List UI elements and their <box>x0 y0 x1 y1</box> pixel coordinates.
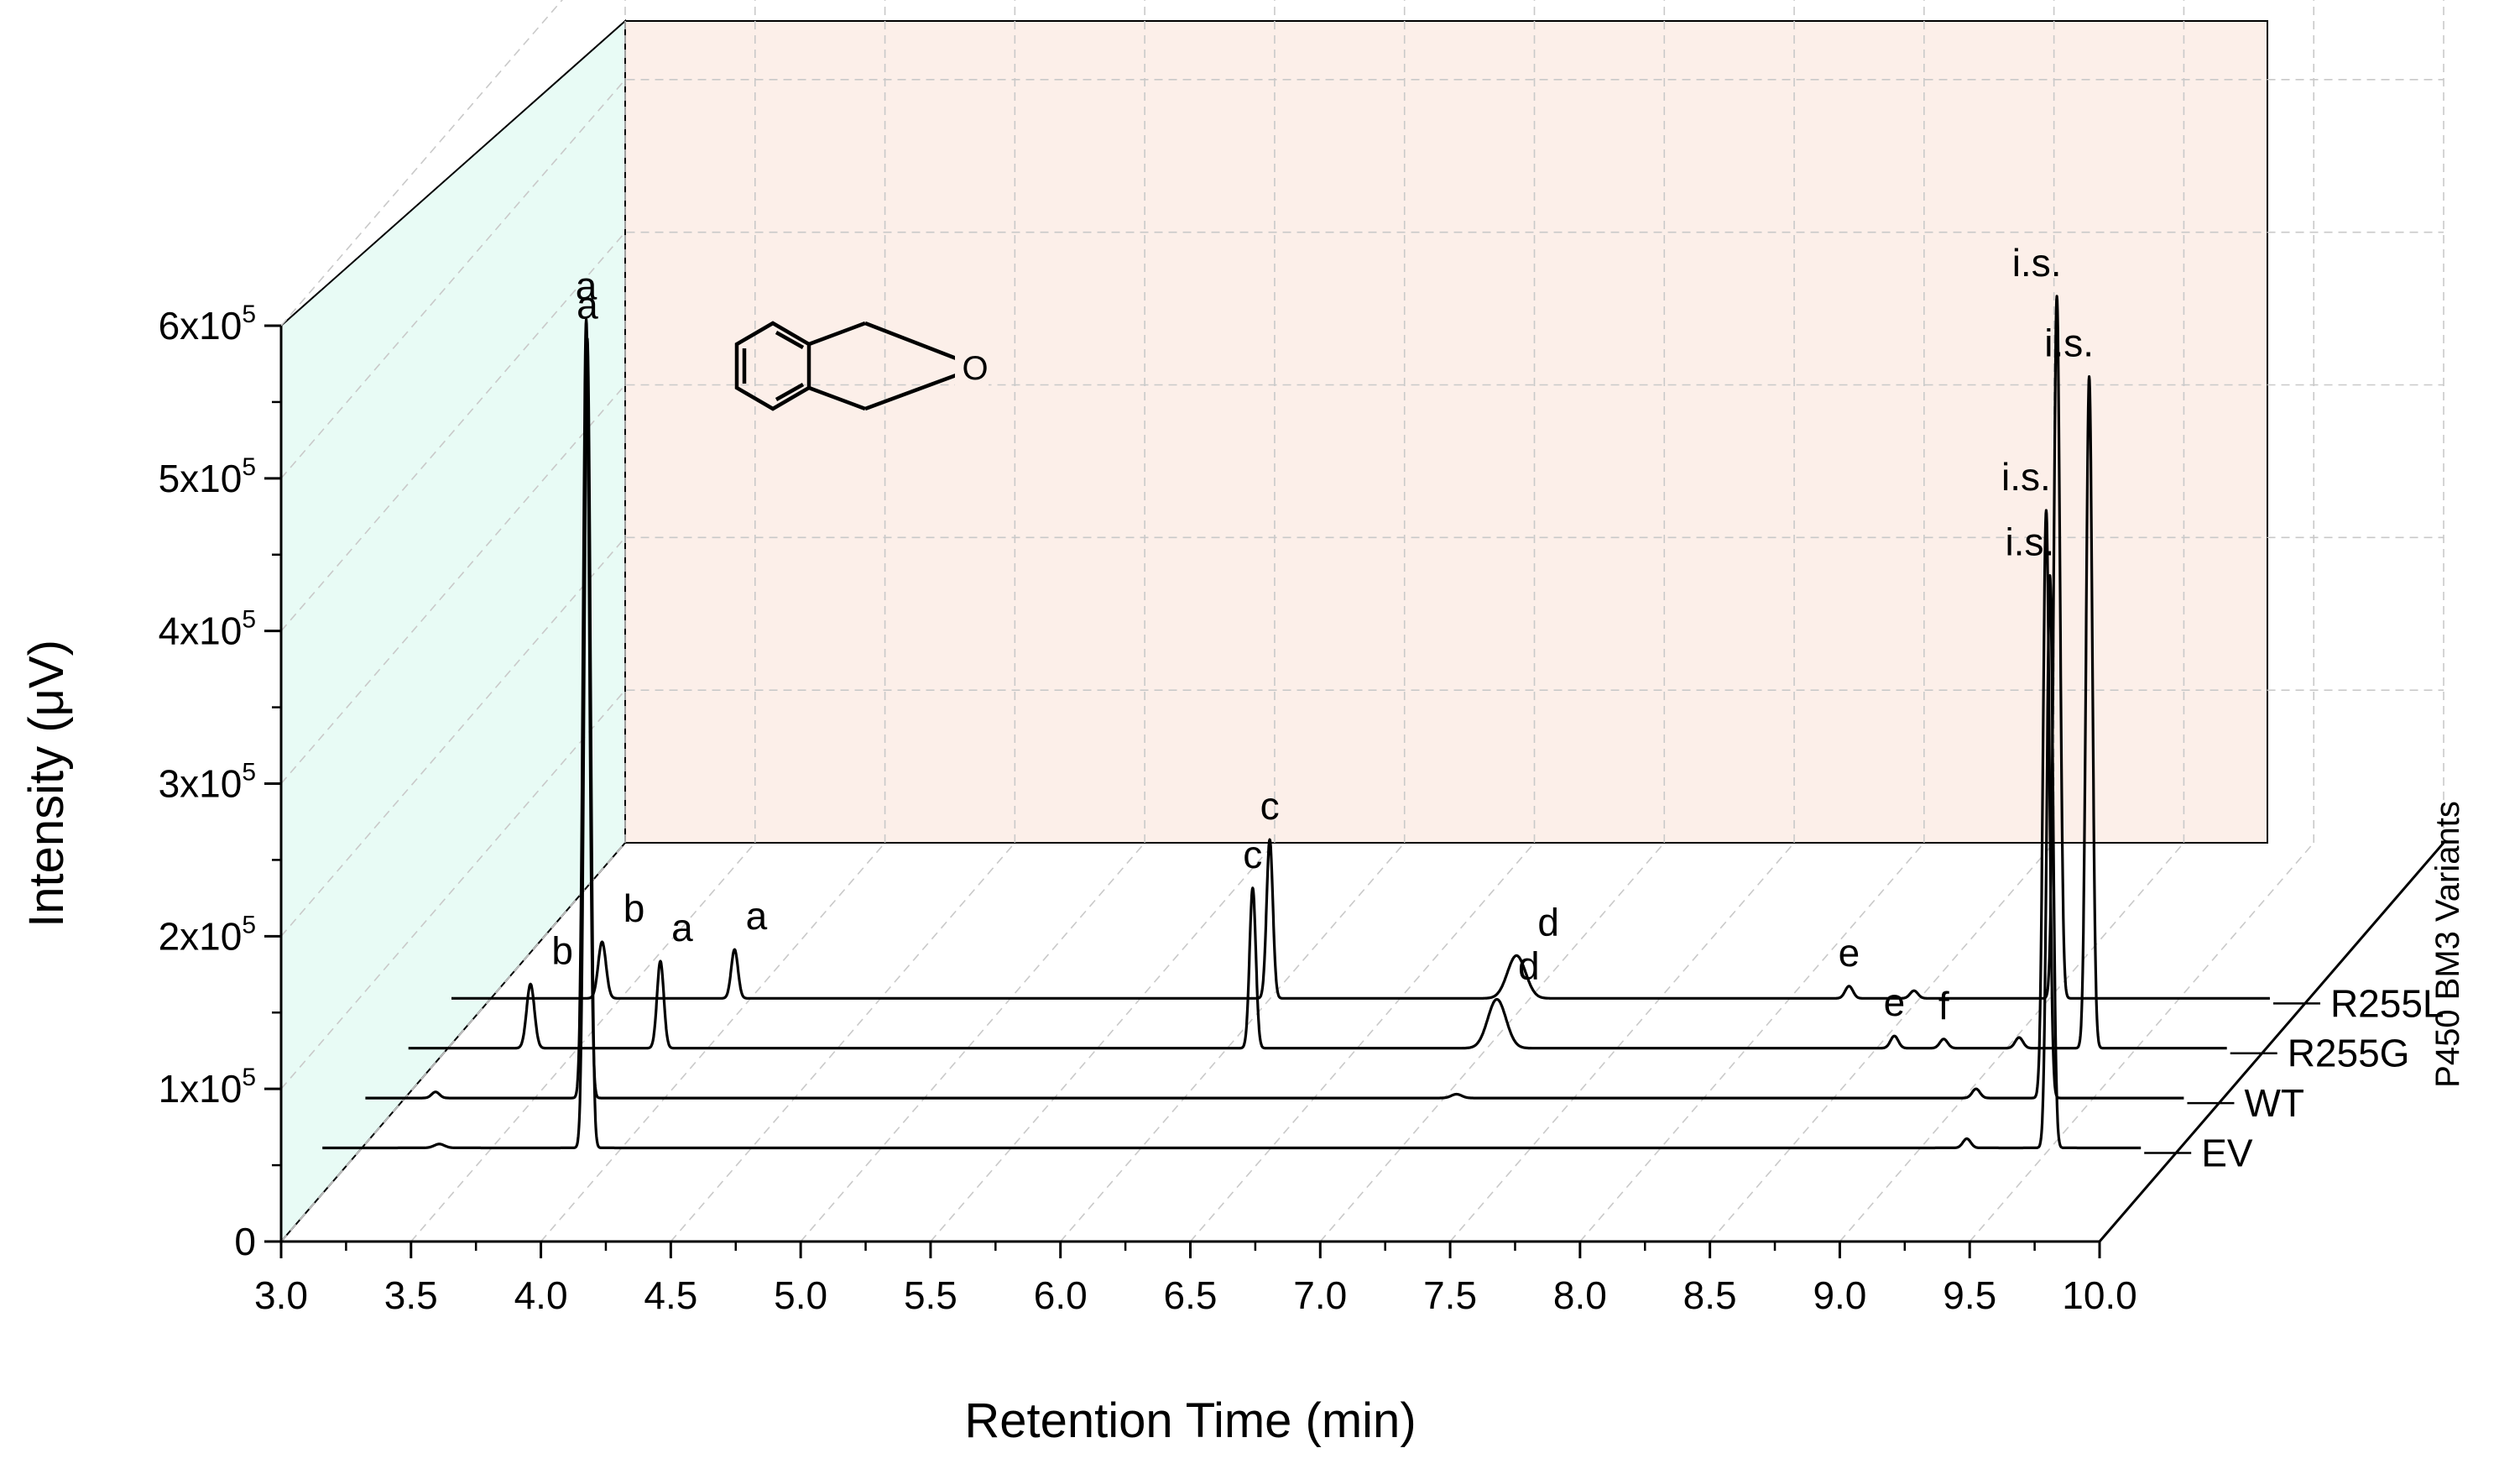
grid-line-y <box>280 384 2444 785</box>
depth-axis-line <box>2098 842 2445 1242</box>
x-tick-label: 8.0 <box>1553 1273 1607 1317</box>
grid-line-floor <box>280 842 626 1242</box>
grid-line-y <box>280 536 2444 937</box>
grid-line-floor <box>1579 842 1925 1242</box>
series-trace-r255g <box>407 375 2228 1050</box>
x-tick-label: 10.0 <box>2062 1273 2137 1317</box>
grid-line-floor <box>1189 842 1536 1242</box>
peak-label: b <box>551 928 573 972</box>
peak-label: i.s. <box>2005 520 2054 564</box>
series-trace-wt <box>364 318 2185 1100</box>
peak-label: a <box>671 906 693 949</box>
grid-line-y <box>280 689 2444 1090</box>
peak-label: d <box>1537 900 1559 944</box>
grid-line-y <box>280 0 563 327</box>
y-tick-label: 6x105 <box>159 301 256 348</box>
grid-line-floor <box>540 842 886 1242</box>
y-tick-label: 2x105 <box>159 911 256 958</box>
x-axis-title: Retention Time (min) <box>964 1393 1416 1448</box>
grid-line-y <box>280 79 2444 479</box>
peak-label: d <box>1518 944 1540 988</box>
peak-label: i.s. <box>2012 241 2062 285</box>
axes: 3.0 3.5 4.0 4.5 5.0 5.5 6.0 6.5 7.0 7.5 8.0 8.5 9.0 9… <box>19 301 2466 1448</box>
x-tick-label: 5.5 <box>904 1273 957 1317</box>
x-tick-label: 6.0 <box>1034 1273 1088 1317</box>
side-wall <box>280 18 626 1244</box>
x-tick-label: 3.5 <box>384 1273 438 1317</box>
grid-line-floor <box>800 842 1145 1242</box>
traces <box>321 295 2272 1150</box>
depth-axis-title: P450 BM3 Variants <box>2429 801 2466 1088</box>
x-tick-label: 5.0 <box>774 1273 827 1317</box>
x-tick-label: 7.0 <box>1293 1273 1347 1317</box>
x-tick-label: 9.0 <box>1813 1273 1866 1317</box>
phthalan-structure-icon: O <box>734 321 989 411</box>
peak-label: b <box>623 886 645 930</box>
grid-line-floor <box>1319 842 1665 1242</box>
grid-line-floor <box>410 842 756 1242</box>
peak-label: c <box>1260 784 1280 828</box>
x-tick-label: 6.5 <box>1164 1273 1218 1317</box>
series-trace-ev <box>321 337 2142 1150</box>
peak-label: i.s. <box>2044 322 2094 365</box>
grid-line-floor <box>1839 842 2185 1242</box>
grid-line-floor <box>930 842 1276 1242</box>
series-label: EV <box>2201 1131 2253 1174</box>
peak-label: a <box>576 264 597 308</box>
peak-label: a <box>746 894 768 938</box>
grid-line-floor <box>1709 842 2055 1242</box>
grid-line-floor <box>670 842 1015 1242</box>
peak-label: i.s. <box>2001 455 2051 499</box>
x-tick-label: 4.5 <box>644 1273 697 1317</box>
back-wall <box>624 20 2268 844</box>
x-tick-label: 4.0 <box>514 1273 568 1317</box>
grid-lines <box>280 0 2444 1242</box>
grid-line-floor <box>1969 842 2314 1242</box>
series-label: WT <box>2244 1081 2304 1125</box>
y-tick-label: 4x105 <box>159 606 256 653</box>
x-tick-label: 7.5 <box>1423 1273 1477 1317</box>
peak-label: a <box>577 284 598 327</box>
y-tick-label: 5x105 <box>159 453 256 500</box>
x-tick-label: 8.5 <box>1683 1273 1737 1317</box>
peak-label: f <box>1938 984 1949 1027</box>
y-tick-label: 0 <box>234 1220 256 1263</box>
x-tick-label: 3.0 <box>254 1273 308 1317</box>
oxygen-atom-label: O <box>962 350 988 387</box>
grid-line-y <box>280 231 2444 632</box>
y-tick-label: 3x105 <box>159 759 256 806</box>
x-tick-label: 9.5 <box>1943 1273 1996 1317</box>
y-axis-title: Intensity (μV) <box>19 640 74 928</box>
series-label: R255G <box>2288 1032 2410 1075</box>
peak-label: e <box>1884 980 1906 1024</box>
peak-label: c <box>1243 833 1262 876</box>
y-tick-label: 1x105 <box>159 1064 256 1111</box>
peak-label: e <box>1839 931 1860 975</box>
series-trace-r255l <box>450 295 2272 1000</box>
grid-line-floor <box>1060 842 1406 1242</box>
series-label: R255L <box>2330 981 2444 1025</box>
grid-line-floor <box>1449 842 1795 1242</box>
